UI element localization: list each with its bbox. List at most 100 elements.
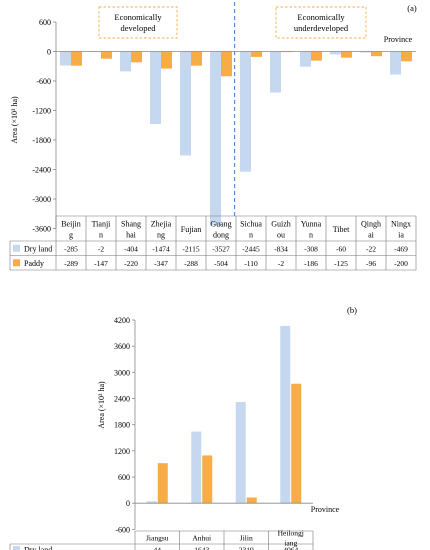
category-label: ng: [157, 231, 165, 240]
legend-label: Dry land: [24, 546, 52, 550]
data-label: -404: [124, 244, 138, 253]
bar-dry-land: [390, 51, 401, 75]
bar-paddy: [131, 51, 142, 63]
data-label: -834: [274, 244, 288, 253]
data-label: 44: [154, 546, 162, 550]
category-label: Tianji: [92, 220, 112, 229]
y-tick-label: 0: [126, 499, 130, 508]
data-label: -308: [304, 244, 318, 253]
bar-paddy: [371, 51, 382, 57]
category-label: Heilongj: [278, 529, 304, 538]
bar-dry-land: [210, 51, 221, 225]
bar-paddy: [401, 51, 412, 62]
category-label: ai: [368, 231, 375, 240]
data-label: -200: [394, 259, 408, 268]
bar-dry-land: [180, 51, 191, 156]
category-label: Yunna: [301, 220, 322, 229]
legend-key-dry-land: [13, 546, 20, 550]
data-label: -2445: [242, 244, 260, 253]
y-tick-label: 0: [47, 48, 51, 57]
data-label: -3527: [212, 244, 230, 253]
category-label: n: [99, 231, 103, 240]
annotation-text: developed: [121, 23, 157, 33]
y-tick-label: 1200: [114, 447, 130, 456]
category-label: Guizh: [271, 220, 291, 229]
x-axis-label: Province: [384, 35, 413, 44]
bar-dry-land: [330, 51, 341, 55]
legend-key-dry-land: [13, 244, 20, 252]
y-tick-label: 600: [39, 18, 51, 27]
category-label: ou: [277, 231, 285, 240]
bar-paddy: [341, 51, 352, 58]
annotation-text: Economically: [297, 12, 345, 22]
category-label: n: [249, 231, 253, 240]
data-label: -2: [278, 259, 284, 268]
data-label: 2319: [239, 546, 254, 550]
y-tick-label: -600: [36, 77, 51, 86]
legend-key-paddy: [13, 259, 20, 267]
annotation-text: underdeveloped: [294, 23, 349, 33]
y-tick-label: 2400: [114, 395, 130, 404]
data-label: 4064: [283, 546, 298, 550]
category-label: Guang: [210, 220, 231, 229]
category-label: n: [309, 231, 313, 240]
annotation-text: Economically: [114, 12, 162, 22]
category-label: Jilin: [240, 534, 253, 543]
bar-paddy: [161, 51, 172, 69]
bar-dry-land: [240, 51, 251, 172]
y-tick-label: -1200: [32, 107, 51, 116]
bar-paddy: [101, 51, 112, 59]
category-label: Tibet: [333, 225, 350, 234]
data-label: -110: [244, 259, 258, 268]
data-label: -147: [94, 259, 108, 268]
bar-dry-land: [146, 501, 157, 504]
bar-paddy: [291, 383, 302, 504]
bar-dry-land: [150, 51, 161, 124]
y-tick-label: 3000: [114, 368, 130, 377]
legend-label: Paddy: [24, 259, 44, 268]
bar-dry-land: [235, 402, 246, 504]
data-label: -504: [214, 259, 228, 268]
bar-dry-land: [60, 51, 71, 66]
y-tick-label: -2400: [32, 166, 51, 175]
y-tick-label: -3000: [32, 195, 51, 204]
data-label: -2115: [182, 244, 199, 253]
bar-dry-land: [300, 51, 311, 67]
data-label: -469: [394, 244, 408, 253]
data-label: 1643: [194, 546, 209, 550]
y-tick-label: 1800: [114, 421, 130, 430]
category-label: Ningx: [391, 220, 411, 229]
data-label: -289: [64, 259, 78, 268]
annotation-box: [275, 6, 367, 39]
bar-paddy: [202, 455, 213, 504]
bar-dry-land: [360, 51, 371, 53]
category-label: g: [69, 231, 73, 240]
bar-paddy: [71, 51, 82, 66]
data-label: -186: [304, 259, 318, 268]
data-label: -60: [336, 244, 346, 253]
bar-dry-land: [270, 51, 281, 93]
category-label: ia: [398, 231, 404, 240]
bar-paddy: [251, 51, 262, 57]
x-axis-label: Province: [311, 505, 340, 514]
bar-dry-land: [280, 325, 291, 504]
bar-paddy: [157, 463, 168, 504]
category-label: Jiangsu: [146, 534, 169, 543]
bar-dry-land: [191, 431, 202, 504]
y-tick-label: 600: [118, 473, 130, 482]
data-label: -96: [366, 259, 376, 268]
bar-paddy: [246, 497, 257, 504]
category-label: Beijin: [61, 220, 81, 229]
data-label: -220: [124, 259, 138, 268]
legend-label: Dry land: [24, 244, 52, 253]
annotation-box: [98, 6, 178, 39]
category-label: hai: [126, 231, 137, 240]
category-label: Anhui: [192, 534, 211, 543]
data-label: -285: [64, 244, 78, 253]
bar-paddy: [221, 51, 232, 77]
category-label: Qingh: [361, 220, 381, 229]
data-label: -347: [154, 259, 168, 268]
data-label: -2: [98, 244, 104, 253]
bar-paddy: [311, 51, 322, 61]
